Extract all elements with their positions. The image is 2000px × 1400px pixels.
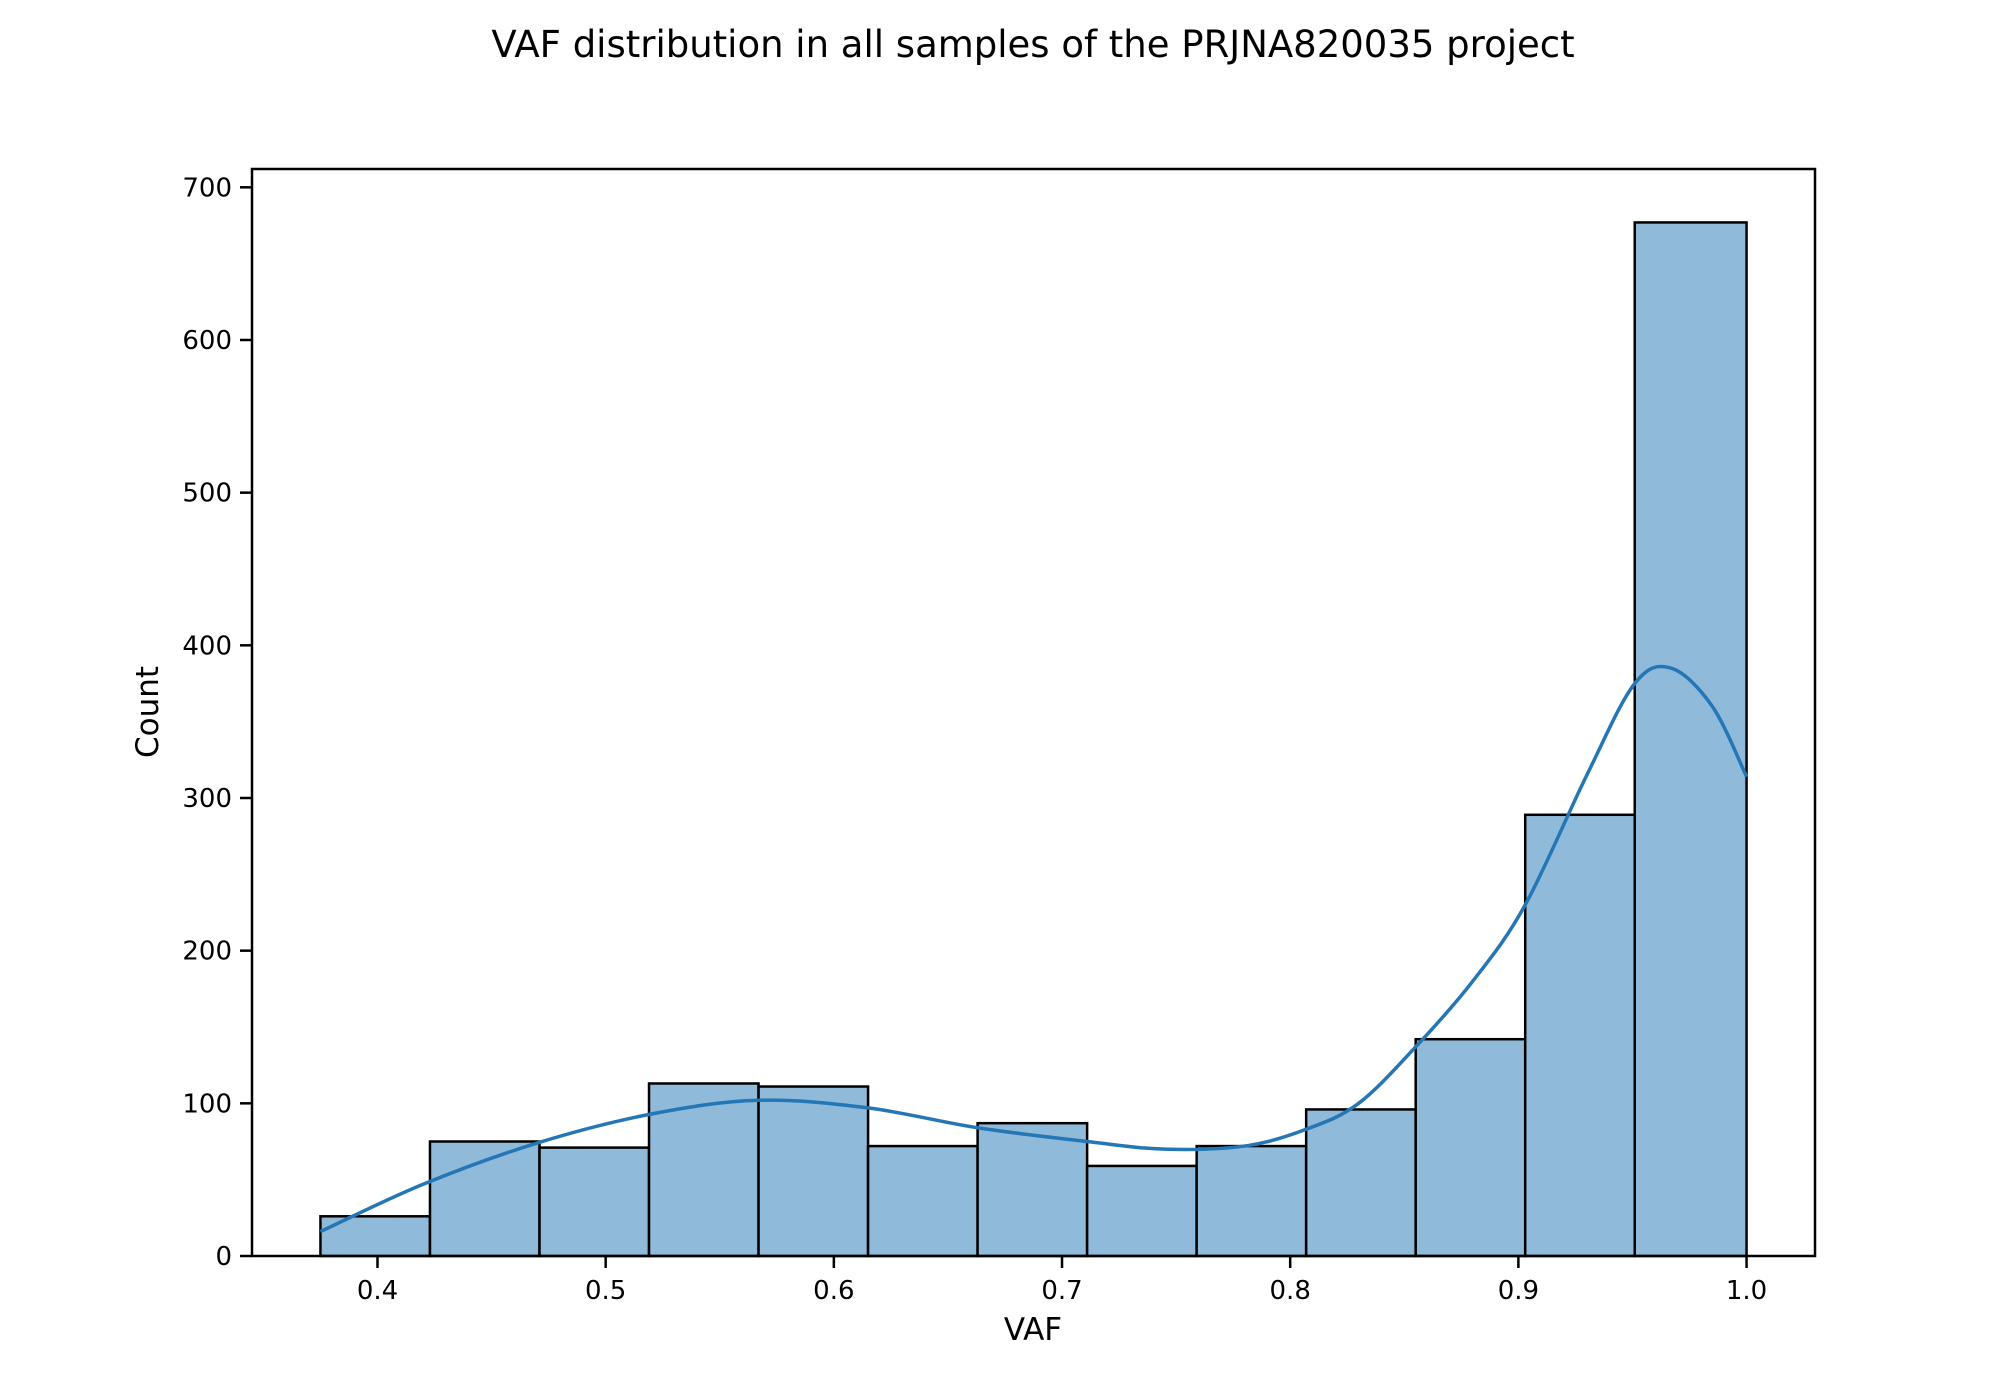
y-tick-label: 100 [182,1089,232,1119]
histogram-bar [1414,1037,1527,1258]
histogram-bars [319,221,1748,1258]
chart-title: VAF distribution in all samples of the P… [491,23,1574,66]
histogram-bar [647,1082,760,1258]
y-tick-label: 700 [182,173,232,203]
y-tick-label: 500 [182,479,232,509]
histogram-bar [1195,1144,1308,1258]
x-tick-label: 0.7 [1041,1276,1082,1306]
histogram-bar [866,1144,979,1258]
y-axis-label: Count [130,666,166,758]
y-tick-label: 400 [182,631,232,661]
x-tick-label: 0.5 [585,1276,626,1306]
y-tick-label: 300 [182,784,232,814]
y-tick-label: 600 [182,326,232,356]
histogram-bar [757,1085,870,1258]
x-axis-label: VAF [1004,1312,1062,1348]
x-tick-label: 1.0 [1726,1276,1767,1306]
x-tick-label: 0.6 [813,1276,854,1306]
x-axis-ticks: 0.4 0.5 0.6 0.7 0.8 0.9 1.0 [357,1256,1767,1306]
y-tick-label: 0 [215,1242,232,1272]
plot-frame [250,167,1817,1258]
histogram-bar [976,1121,1089,1258]
x-tick-label: 0.8 [1270,1276,1311,1306]
histogram-bar [538,1146,651,1258]
y-tick-label: 200 [182,937,232,967]
histogram-bar [428,1140,541,1258]
x-tick-label: 0.4 [357,1276,398,1306]
histogram-bar [1085,1164,1198,1258]
x-tick-label: 0.9 [1498,1276,1539,1306]
kde-line [319,664,1749,1234]
histogram-bar [1304,1108,1417,1258]
histogram-bar [1523,813,1636,1258]
y-axis-ticks: 0 100 200 300 400 500 600 700 [182,173,252,1272]
